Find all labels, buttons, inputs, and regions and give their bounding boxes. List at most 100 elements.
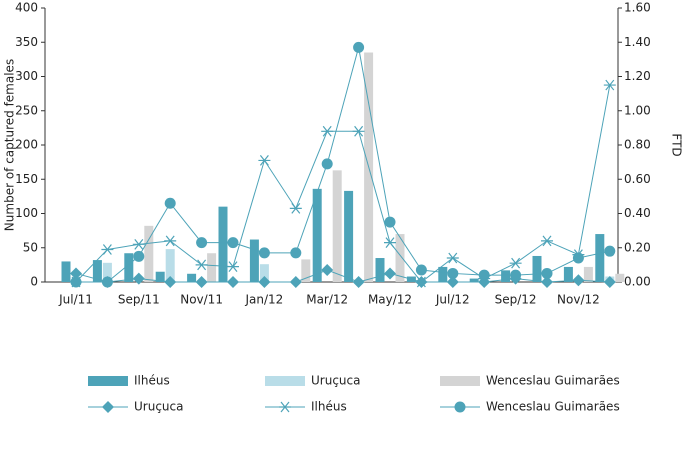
diamond-marker [289,276,302,288]
star-marker [321,125,334,137]
circle-marker [227,237,239,249]
y2-tick-label: 1.40 [624,35,651,49]
x-tick-label: Sep/12 [495,293,537,307]
diamond-marker [70,267,82,280]
bar [61,261,71,282]
diamond-marker [132,272,145,285]
circle-marker [196,237,208,249]
legend-label: Wenceslau Guimarães [486,374,620,388]
bar [165,249,175,282]
circle-marker [290,247,302,259]
star-marker [541,235,553,247]
circle-marker [133,250,145,262]
bar [312,188,322,282]
y-tick-label: 0 [30,275,38,289]
y-tick-label: 200 [15,138,38,152]
star-marker [415,276,428,288]
y-tick-label: 150 [15,172,38,186]
y2-tick-label: 0.20 [624,240,651,254]
bar [375,258,385,282]
circle-marker [572,252,584,264]
y-tick-label: 400 [15,1,38,15]
y2-tick-label: 1.60 [624,1,651,15]
bar [595,234,605,282]
legend-swatch [265,376,305,386]
diamond-marker [541,276,553,288]
bar [187,273,197,282]
circle-marker [101,276,113,288]
x-tick-label: Mar/12 [306,293,348,307]
bar [249,239,259,282]
circle-marker [415,264,427,276]
bar [563,266,573,282]
diamond-marker [258,276,271,288]
circle-marker [384,216,396,228]
x-tick-label: Nov/12 [557,293,600,307]
x-tick-label: May/12 [368,293,412,307]
bar [301,259,311,282]
circle-marker [321,158,333,170]
y2-tick-label: 0.40 [624,206,651,220]
line [75,84,611,283]
y2-tick-label: 1.00 [624,103,651,117]
circle-marker [454,401,466,413]
star-marker [101,244,114,255]
bar [532,255,542,282]
x-tick-label: Sep/11 [118,293,160,307]
bar [155,271,165,282]
legend-swatch [88,376,128,386]
bar [438,266,448,282]
star-marker [258,155,271,166]
y-axis-label: Number of captured females [3,59,17,231]
circle-marker [478,269,490,281]
star-marker [195,259,208,271]
star-marker [509,257,522,269]
bar [469,278,479,282]
legend-swatch [440,376,480,386]
bar [344,190,354,282]
circle-marker [447,267,459,279]
star-marker [164,235,177,247]
legend-label: Uruçuca [311,374,360,388]
x-tick-label: Jul/12 [435,293,470,307]
star-marker [132,238,145,250]
legend-label: Ilhéus [311,400,347,414]
y-tick-label: 100 [15,206,38,220]
diamond-marker [321,264,334,277]
x-tick-label: Jul/11 [58,293,93,307]
x-tick-label: Jan/12 [244,293,283,307]
line [76,47,610,283]
bar [207,253,217,282]
y-tick-label: 300 [15,69,38,83]
diamond-marker [603,276,616,288]
y2-tick-label: 0.80 [624,138,651,152]
star-marker [603,79,616,91]
diamond-marker [164,276,177,288]
y2-axis-label: FTD [670,133,684,156]
bar [144,225,154,282]
star-marker [279,401,291,413]
x-tick-label: Nov/11 [180,293,223,307]
bar [124,253,134,282]
legend-label: Wenceslau Guimarães [486,400,620,414]
legend-label: Ilhéus [134,374,170,388]
bar [332,170,342,282]
bar [395,234,405,282]
star-marker [352,125,365,137]
circle-marker [164,197,176,209]
diamond-marker [572,274,585,287]
bar [218,206,228,282]
y2-tick-label: 1.20 [624,69,651,83]
y-tick-label: 50 [23,240,38,254]
diamond-marker [227,276,239,288]
bar [583,266,593,282]
circle-marker [510,269,522,281]
bar [615,273,625,282]
circle-marker [604,245,616,257]
diamond-marker [384,267,396,280]
circle-marker [258,247,270,259]
star-marker [227,261,239,272]
star-marker [384,237,396,248]
bar [259,264,269,282]
